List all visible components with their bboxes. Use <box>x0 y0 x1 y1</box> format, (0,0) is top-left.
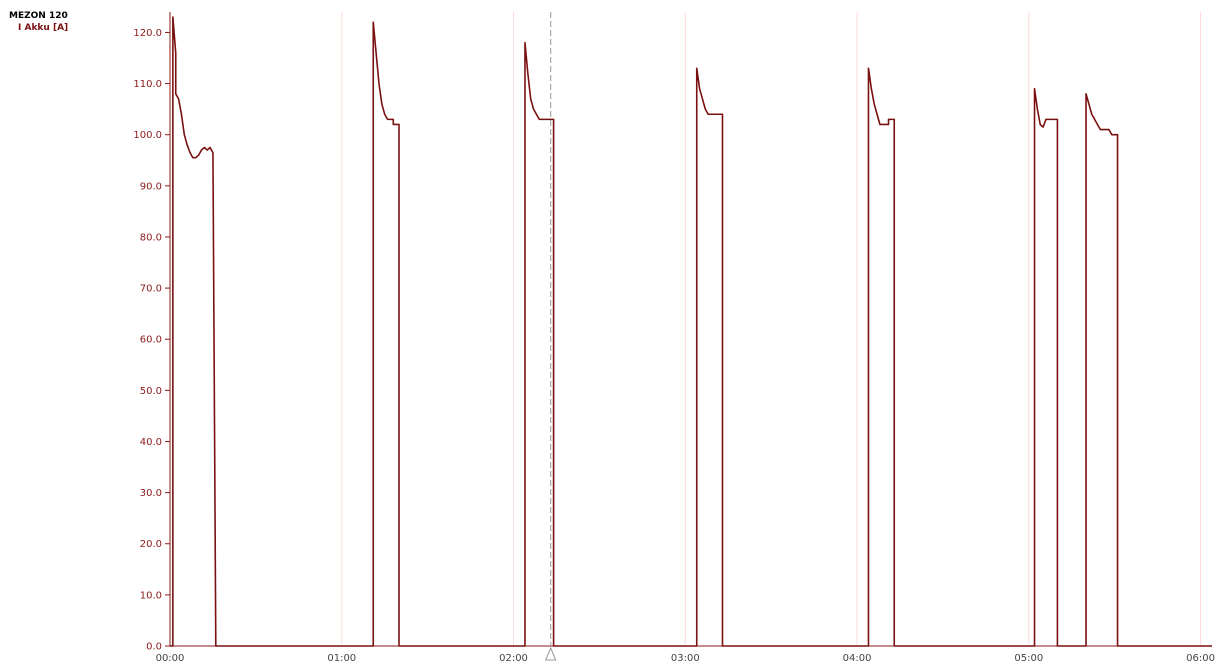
y-tick-label: 120.0 <box>133 28 162 39</box>
x-tick-label: 03:00 <box>671 653 700 664</box>
x-tick-label: 04:00 <box>843 653 872 664</box>
x-tick-label: 02:00 <box>499 653 528 664</box>
y-tick-label: 80.0 <box>140 232 162 243</box>
cursor-layer <box>544 12 557 661</box>
y-tick-label: 0.0 <box>146 642 162 653</box>
y-tick-label: 40.0 <box>140 437 162 448</box>
y-tick-label: 100.0 <box>133 130 162 141</box>
y-tick-label: 60.0 <box>140 335 162 346</box>
cursor-marker-icon <box>544 646 557 661</box>
x-tick-label: 05:00 <box>1014 653 1043 664</box>
x-tick-label: 06:00 <box>1186 653 1215 664</box>
channel-label: I Akku [A] <box>18 23 69 33</box>
x-tick-label: 00:00 <box>156 653 185 664</box>
series-layer <box>170 16 1212 647</box>
y-tick-label: 30.0 <box>140 488 162 499</box>
x-tick-label: 01:00 <box>327 653 356 664</box>
y-tick-label: 110.0 <box>133 79 162 90</box>
y-tick-label: 70.0 <box>140 284 162 295</box>
y-tick-label: 90.0 <box>140 181 162 192</box>
y-tick-label: 50.0 <box>140 386 162 397</box>
y-tick-label: 10.0 <box>140 590 162 601</box>
axis-layer: 00:00 01:00 02:00 03:00 04:00 05:00 06:00 0.0 10… <box>133 12 1215 664</box>
series-line <box>170 16 1212 647</box>
y-tick-label: 20.0 <box>140 539 162 550</box>
grid-layer <box>341 12 1202 646</box>
device-label: MEZON 120 <box>9 11 68 21</box>
